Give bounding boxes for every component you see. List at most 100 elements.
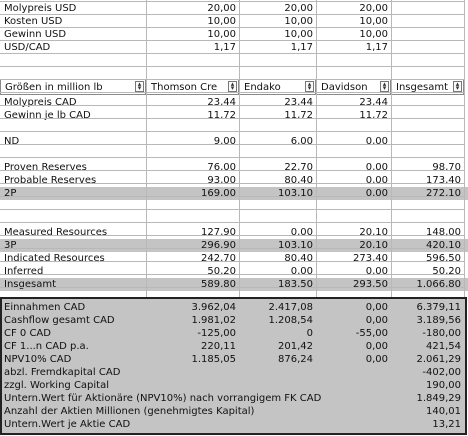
value-cell[interactable]: 103,10	[278, 188, 313, 199]
row-label[interactable]: Kosten USD	[4, 16, 63, 27]
value-cell[interactable]: 20,00	[207, 3, 236, 14]
row-label[interactable]: Untern.Wert für Aktionäre (NPV10%) nach …	[4, 393, 322, 404]
value-cell[interactable]: 23,44	[359, 97, 388, 108]
value-cell[interactable]	[391, 148, 464, 161]
value-cell[interactable]: 296,90	[201, 240, 236, 251]
value-cell[interactable]: 421,54	[426, 341, 461, 352]
value-cell[interactable]: 140,01	[426, 406, 461, 417]
value-cell[interactable]: 1,17	[213, 42, 236, 53]
value-cell[interactable]	[146, 213, 239, 226]
value-cell[interactable]	[391, 122, 464, 135]
value-cell[interactable]: 0,00	[365, 354, 388, 365]
value-cell[interactable]	[316, 122, 391, 135]
value-cell[interactable]: 13,21	[432, 419, 461, 430]
value-cell[interactable]: 273,40	[353, 253, 388, 264]
row-label[interactable]: abzl. Fremdkapital CAD	[4, 367, 121, 378]
value-cell[interactable]: 2.417,08	[268, 302, 313, 313]
value-cell[interactable]	[146, 418, 239, 431]
row-label[interactable]: Anzahl der Aktien Millionen (genehmigtes…	[4, 406, 255, 417]
value-cell[interactable]: 23,44	[284, 97, 313, 108]
value-cell[interactable]: 6.379,11	[416, 302, 461, 313]
value-cell[interactable]: 10,00	[284, 29, 313, 40]
value-cell[interactable]	[316, 213, 391, 226]
value-cell[interactable]: -125,00	[197, 328, 236, 339]
row-label[interactable]: zzgl. Working Capital	[4, 380, 110, 391]
value-cell[interactable]: 93,00	[207, 175, 236, 186]
row-label[interactable]: Cashflow gesamt CAD	[4, 315, 115, 326]
value-cell[interactable]	[239, 213, 316, 226]
value-cell[interactable]	[146, 148, 239, 161]
value-cell[interactable]	[391, 109, 464, 122]
value-cell[interactable]	[146, 122, 239, 135]
value-cell[interactable]: 876,24	[278, 354, 313, 365]
row-label[interactable]: Proven Reserves	[4, 162, 87, 173]
sort-arrows-icon[interactable]: ▴ ▾	[380, 81, 389, 92]
row-label[interactable]: Probable Reserves	[4, 175, 97, 186]
value-cell[interactable]: 10,00	[284, 16, 313, 27]
value-cell[interactable]: 190,00	[426, 380, 461, 391]
value-cell[interactable]	[239, 148, 316, 161]
value-cell[interactable]: 2.061,29	[416, 354, 461, 365]
value-cell[interactable]	[239, 418, 316, 431]
value-cell[interactable]: 20,00	[359, 3, 388, 14]
row-label[interactable]: Insgesamt	[4, 279, 56, 290]
value-cell[interactable]: 201,42	[278, 341, 313, 352]
row-label[interactable]: CF 0 CAD	[4, 328, 51, 339]
row-label[interactable]: 3P	[4, 240, 17, 251]
value-cell[interactable]: 11,72	[207, 110, 236, 121]
value-cell[interactable]: 169,00	[201, 188, 236, 199]
value-cell[interactable]: 596,50	[426, 253, 461, 264]
row-label[interactable]: Untern.Wert je Aktie CAD	[4, 419, 131, 430]
row-label[interactable]	[0, 122, 146, 135]
value-cell[interactable]	[239, 392, 316, 405]
value-cell[interactable]	[146, 200, 239, 213]
row-label[interactable]: USD/CAD	[4, 42, 51, 53]
value-cell[interactable]: 80,40	[284, 175, 313, 186]
row-label[interactable]: Inferred	[4, 266, 44, 277]
value-cell[interactable]	[239, 405, 316, 418]
value-cell[interactable]: 1.185,05	[191, 354, 236, 365]
row-label[interactable]: CF 1...n CAD p.a.	[4, 341, 89, 352]
row-label[interactable]: Gewinn je lb CAD	[4, 110, 91, 121]
value-cell[interactable]: 3.962,04	[191, 302, 236, 313]
value-cell[interactable]	[316, 200, 391, 213]
row-label[interactable]: NPV10% CAD	[4, 354, 72, 365]
value-cell[interactable]: 0,00	[365, 188, 388, 199]
value-cell[interactable]: 20,10	[359, 227, 388, 238]
value-cell[interactable]: 0,00	[290, 227, 313, 238]
value-cell[interactable]: 1.981,02	[191, 315, 236, 326]
row-label[interactable]: Molypreis CAD	[4, 97, 77, 108]
value-cell[interactable]	[316, 366, 391, 379]
sort-arrows-icon[interactable]: ▴ ▾	[228, 81, 237, 92]
value-cell[interactable]	[146, 366, 239, 379]
row-label[interactable]	[0, 200, 146, 213]
value-cell[interactable]: -180,00	[422, 328, 461, 339]
value-cell[interactable]: -55,00	[355, 328, 388, 339]
value-cell[interactable]	[146, 379, 239, 392]
value-cell[interactable]: 1,17	[290, 42, 313, 53]
value-cell[interactable]: 1,17	[365, 42, 388, 53]
row-label[interactable]: Measured Resources	[4, 227, 108, 238]
row-label[interactable]	[0, 213, 146, 226]
value-cell[interactable]: 173,40	[426, 175, 461, 186]
value-cell[interactable]: 10,00	[207, 29, 236, 40]
value-cell[interactable]	[239, 200, 316, 213]
row-label[interactable]	[0, 148, 146, 161]
sort-arrows-icon[interactable]: ▴ ▾	[305, 81, 314, 92]
value-cell[interactable]	[391, 135, 464, 148]
value-cell[interactable]: 0	[306, 328, 313, 339]
row-label[interactable]: Einnahmen CAD	[4, 302, 86, 313]
value-cell[interactable]: 420,10	[426, 240, 461, 251]
value-cell[interactable]: 0,00	[365, 302, 388, 313]
value-cell[interactable]: 76,00	[207, 162, 236, 173]
value-cell[interactable]: 0,00	[365, 341, 388, 352]
value-cell[interactable]: 80,40	[284, 253, 313, 264]
value-cell[interactable]: 103,10	[278, 240, 313, 251]
value-cell[interactable]: 183,50	[278, 279, 313, 290]
value-cell[interactable]	[316, 148, 391, 161]
value-cell[interactable]: 242,70	[201, 253, 236, 264]
value-cell[interactable]: 0,00	[365, 162, 388, 173]
value-cell[interactable]: 1.066,80	[416, 279, 461, 290]
value-cell[interactable]	[239, 122, 316, 135]
value-cell[interactable]	[146, 405, 239, 418]
